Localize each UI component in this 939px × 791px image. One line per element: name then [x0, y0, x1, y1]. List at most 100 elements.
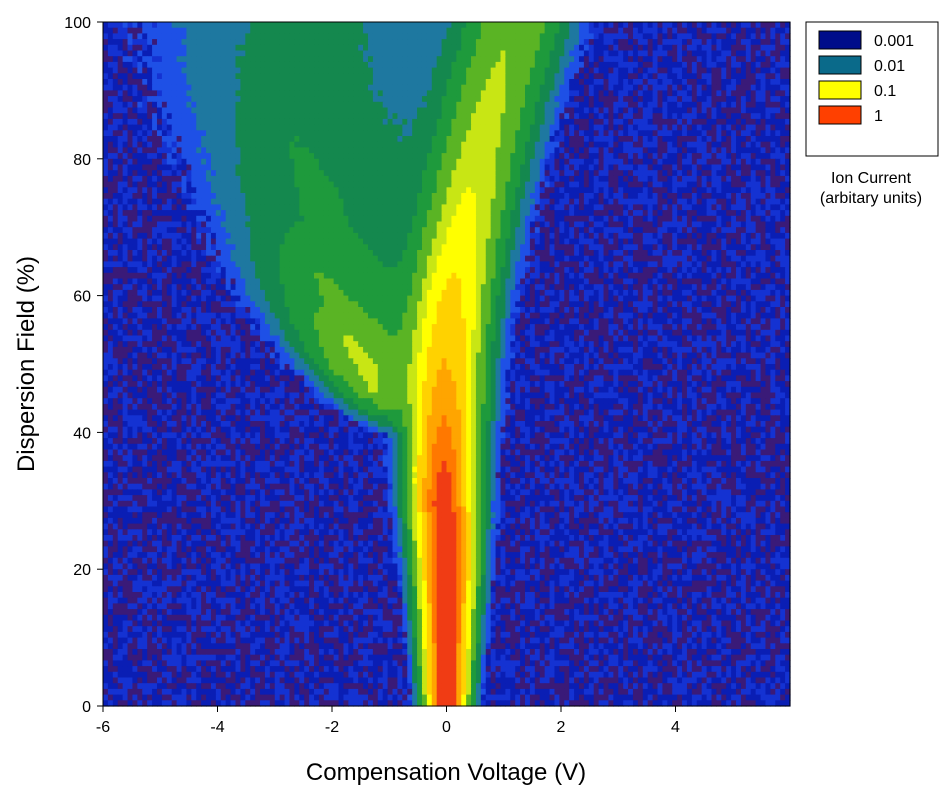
heatmap-cell — [264, 101, 271, 109]
heatmap-cell — [412, 22, 418, 29]
heatmap-cell — [294, 164, 300, 171]
heatmap-cell — [677, 50, 683, 57]
heatmap-cell — [598, 84, 605, 91]
heatmap-cell — [750, 158, 757, 166]
heatmap-cell — [338, 204, 345, 211]
heatmap-cell — [166, 107, 173, 114]
heatmap-cell — [701, 124, 708, 131]
heatmap-cell — [338, 193, 345, 200]
heatmap-cell — [132, 107, 138, 114]
heatmap-cell — [480, 33, 487, 40]
heatmap-cell — [608, 61, 614, 69]
heatmap-cell — [598, 79, 605, 86]
heatmap-cell — [196, 124, 202, 131]
heatmap-cell — [377, 44, 384, 52]
heatmap-cell — [274, 61, 281, 69]
heatmap-cell — [225, 79, 232, 86]
heatmap-cell — [191, 158, 197, 166]
heatmap-cell — [181, 215, 188, 223]
heatmap-cell — [475, 73, 482, 80]
heatmap-cell — [240, 198, 246, 205]
heatmap-cell — [210, 193, 217, 200]
heatmap-cell — [367, 33, 374, 40]
heatmap-cell — [181, 210, 188, 217]
heatmap-cell — [132, 56, 138, 63]
heatmap-cell — [721, 210, 727, 217]
heatmap-cell — [103, 44, 109, 52]
heatmap-cell — [431, 130, 438, 137]
heatmap-cell — [490, 198, 497, 205]
heatmap-cell — [225, 136, 232, 143]
heatmap-cell — [628, 118, 634, 126]
heatmap-cell — [657, 158, 664, 166]
heatmap-cell — [578, 27, 585, 34]
heatmap-cell — [363, 147, 369, 154]
heatmap-cell — [726, 198, 732, 205]
heatmap-cell — [760, 84, 767, 91]
heatmap-cell — [662, 39, 668, 46]
heatmap-cell — [328, 67, 335, 74]
heatmap-cell — [632, 147, 639, 154]
heatmap-cell — [485, 39, 492, 46]
heatmap-cell — [652, 96, 659, 103]
heatmap-cell — [510, 79, 516, 86]
heatmap-cell — [255, 198, 261, 205]
heatmap-cell — [608, 73, 614, 80]
heatmap-cell — [196, 215, 202, 223]
heatmap-cell — [245, 221, 251, 228]
heatmap-cell — [436, 96, 443, 103]
heatmap-cell — [294, 198, 300, 205]
heatmap-cell — [392, 181, 399, 188]
heatmap-cell — [137, 96, 143, 103]
heatmap-cell — [618, 164, 624, 171]
heatmap-cell — [142, 124, 148, 131]
heatmap-cell — [485, 79, 492, 86]
heatmap-cell — [549, 215, 556, 223]
heatmap-cell — [377, 22, 384, 29]
heatmap-cell — [740, 84, 747, 91]
heatmap-cell — [461, 215, 467, 223]
heatmap-cell — [367, 198, 374, 205]
heatmap-cell — [642, 153, 649, 160]
heatmap-cell — [421, 164, 428, 171]
heatmap-cell — [402, 113, 408, 120]
heatmap-cell — [230, 118, 237, 126]
heatmap-cell — [569, 22, 575, 29]
heatmap-cell — [618, 22, 624, 29]
heatmap-cell — [407, 50, 413, 57]
heatmap-cell — [260, 124, 266, 131]
heatmap-cell — [436, 90, 443, 97]
heatmap-cell — [662, 170, 668, 177]
heatmap-cell — [343, 198, 349, 205]
heatmap-cell — [520, 193, 526, 200]
heatmap-cell — [304, 67, 310, 74]
heatmap-cell — [161, 79, 168, 86]
heatmap-cell — [446, 22, 453, 29]
heatmap-cell — [461, 101, 467, 109]
heatmap-cell — [657, 164, 664, 171]
heatmap-cell — [682, 79, 688, 86]
heatmap-cell — [421, 210, 428, 217]
heatmap-cell — [471, 141, 477, 148]
heatmap-cell — [255, 56, 261, 63]
heatmap-cell — [112, 73, 119, 80]
heatmap-cell — [456, 73, 462, 80]
heatmap-cell — [446, 90, 453, 97]
heatmap-cell — [760, 67, 767, 74]
heatmap-cell — [176, 141, 183, 148]
heatmap-cell — [652, 175, 659, 183]
heatmap-cell — [304, 79, 310, 86]
heatmap-cell — [500, 141, 506, 148]
heatmap-cell — [220, 164, 227, 171]
heatmap-cell — [608, 158, 614, 166]
heatmap-cell — [466, 101, 472, 109]
heatmap-cell — [632, 181, 639, 188]
heatmap-cell — [608, 22, 614, 29]
heatmap-cell — [446, 198, 453, 205]
heatmap-cell — [318, 39, 325, 46]
heatmap-cell — [323, 101, 330, 109]
heatmap-cell — [372, 170, 379, 177]
heatmap-cell — [726, 113, 732, 120]
heatmap-cell — [510, 50, 516, 57]
heatmap-cell — [485, 204, 492, 211]
